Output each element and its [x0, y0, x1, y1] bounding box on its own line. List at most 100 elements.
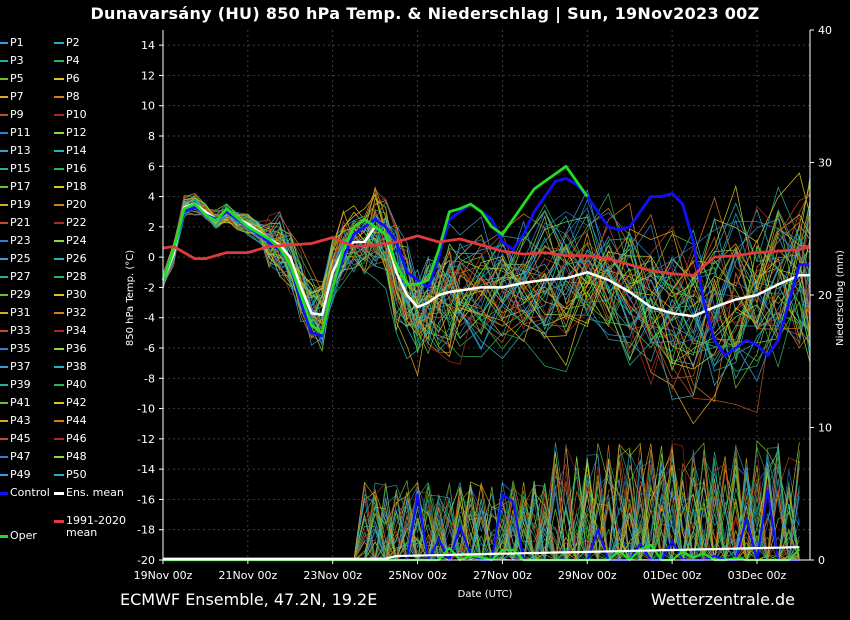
legend-item-p27: P27 [0, 270, 31, 284]
y-tick-label: 2 [148, 221, 155, 234]
legend-label: P14 [66, 144, 87, 157]
legend-label: P9 [10, 108, 24, 121]
legend-swatch [0, 222, 8, 224]
legend-swatch [0, 60, 8, 62]
legend-label: P23 [10, 234, 31, 247]
legend-item-p45: P45 [0, 432, 31, 446]
legend-label: P17 [10, 180, 31, 193]
legend: P1 P2 P3 P4 P5 P6 P7 P8 P9 P10 P11 P12 P13 P14 P15 P16 P… [0, 34, 126, 554]
legend-swatch [54, 258, 64, 260]
legend-swatch [54, 474, 64, 476]
legend-item-p21: P21 [0, 216, 31, 230]
y-tick-label: -18 [137, 524, 155, 537]
legend-item-p49: P49 [0, 468, 31, 482]
legend-label: P13 [10, 144, 31, 157]
legend-swatch [54, 96, 64, 98]
y2-tick-label: 20 [818, 289, 832, 302]
legend-label: P11 [10, 126, 31, 139]
legend-item-p17: P17 [0, 180, 31, 194]
legend-item-p1: P1 [0, 36, 24, 50]
x-axis-label: Date (UTC) [458, 589, 513, 600]
legend-item-p13: P13 [0, 144, 31, 158]
legend-label: P31 [10, 306, 31, 319]
legend-item-p44: P44 [54, 414, 87, 428]
legend-label: P18 [66, 180, 87, 193]
legend-item-p41: P41 [0, 396, 31, 410]
legend-item-p29: P29 [0, 288, 31, 302]
legend-label: 1991-2020 [66, 514, 126, 527]
legend-swatch [54, 312, 64, 314]
y-tick-label: 10 [141, 100, 155, 113]
y-tick-label: 14 [141, 39, 155, 52]
legend-item-p23: P23 [0, 234, 31, 248]
legend-item-p24: P24 [54, 234, 87, 248]
legend-swatch [54, 132, 64, 134]
legend-label: Ens. mean [66, 486, 124, 499]
legend-swatch [54, 42, 64, 44]
legend-swatch [0, 402, 8, 404]
legend-label: P12 [66, 126, 87, 139]
y-tick-label: 8 [148, 130, 155, 143]
legend-label: P26 [66, 252, 87, 265]
legend-item-p28: P28 [54, 270, 87, 284]
legend-swatch [0, 42, 8, 44]
legend-item-p50: P50 [54, 468, 87, 482]
y-tick-label: -20 [137, 554, 155, 567]
y-tick-label: -16 [137, 493, 155, 506]
legend-swatch [54, 168, 64, 170]
legend-swatch [0, 294, 8, 296]
legend-item-p42: P42 [54, 396, 87, 410]
legend-label: P47 [10, 450, 31, 463]
legend-item-p22: P22 [54, 216, 87, 230]
oper-line [161, 164, 589, 335]
legend-label: P6 [66, 72, 80, 85]
legend-swatch [54, 456, 64, 458]
legend-item-p39: P39 [0, 378, 31, 392]
x-tick-label: 03Dec 00z [728, 569, 787, 582]
y2-tick-label: 10 [818, 422, 832, 435]
legend-label: P7 [10, 90, 24, 103]
footer-brand: Wetterzentrale.de [650, 590, 795, 609]
axes: 14121086420-2-4-6-8-10-12-14-16-18-20403… [134, 24, 832, 582]
y-tick-label: -10 [137, 403, 155, 416]
y-tick-label: -2 [144, 281, 155, 294]
legend-swatch [0, 96, 8, 98]
legend-swatch [54, 240, 64, 242]
member-line [162, 204, 811, 326]
member-line [162, 193, 811, 379]
y2-tick-label: 0 [818, 554, 825, 567]
y-tick-label: -12 [137, 433, 155, 446]
y-tick-label: -6 [144, 342, 155, 355]
legend-label: P24 [66, 234, 87, 247]
legend-swatch [54, 366, 64, 368]
x-tick-label: 19Nov 00z [134, 569, 193, 582]
legend-swatch [0, 491, 8, 495]
legend-swatch [0, 366, 8, 368]
legend-item-p4: P4 [54, 54, 80, 68]
legend-label: P38 [66, 360, 87, 373]
legend-swatch [54, 150, 64, 152]
legend-label: P50 [66, 468, 87, 481]
legend-item-p8: P8 [54, 90, 80, 104]
legend-swatch [0, 204, 8, 206]
legend-item-p6: P6 [54, 72, 80, 86]
member-line [162, 204, 811, 339]
precipitation-members [163, 440, 800, 562]
legend-item-p18: P18 [54, 180, 87, 194]
legend-label: P43 [10, 414, 31, 427]
legend-label: P27 [10, 270, 31, 283]
footer-model-info: ECMWF Ensemble, 47.2N, 19.2E [120, 590, 378, 609]
legend-item-clim-mean: 1991-2020 [54, 514, 126, 528]
legend-label: P2 [66, 36, 80, 49]
legend-item-p2: P2 [54, 36, 80, 50]
legend-label: P28 [66, 270, 87, 283]
x-tick-label: 21Nov 00z [218, 569, 277, 582]
legend-label: P32 [66, 306, 87, 319]
legend-swatch [0, 150, 8, 152]
y-tick-label: 12 [141, 69, 155, 82]
legend-swatch [0, 186, 8, 188]
legend-label: P42 [66, 396, 87, 409]
legend-item-p9: P9 [0, 108, 24, 122]
legend-item-p15: P15 [0, 162, 31, 176]
